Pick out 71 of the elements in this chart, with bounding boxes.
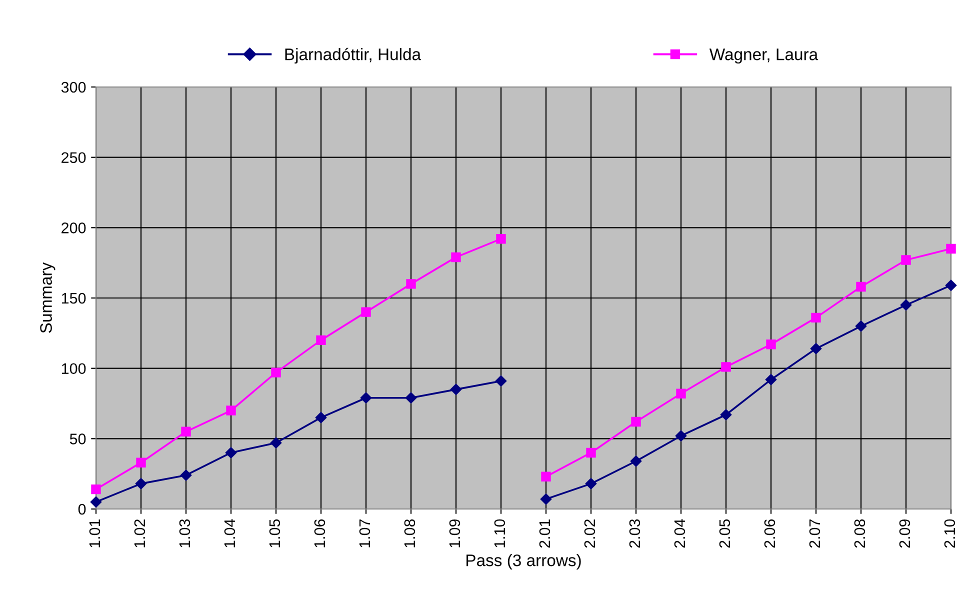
y-tick-label: 50: [70, 434, 86, 444]
x-tick-label: 2.06: [764, 519, 776, 548]
y-tick-label: 0: [78, 504, 86, 515]
point: [946, 244, 956, 254]
x-tick-label: 1.08: [404, 519, 416, 548]
point: [181, 426, 191, 436]
point: [720, 409, 732, 420]
point: [270, 437, 282, 448]
y-tick-label: 300: [61, 82, 86, 93]
x-tick-label: 2.09: [899, 519, 910, 548]
point: [226, 406, 236, 416]
x-tick-label: 2.03: [629, 519, 640, 548]
x-tick-label: 1.05: [269, 519, 280, 548]
x-tick-label: 1.02: [134, 519, 146, 548]
point: [451, 252, 461, 262]
y-tick-label: 150: [62, 292, 86, 304]
y-axis-title: Summary: [40, 262, 56, 333]
legend-label: Bjarnadóttir, Hulda: [285, 48, 422, 64]
legend-label: Wagner, Laura: [709, 48, 818, 64]
point: [810, 343, 822, 354]
point: [271, 368, 281, 378]
point: [90, 496, 102, 508]
point: [631, 416, 641, 427]
x-tick-label: 2.02: [584, 519, 596, 548]
point: [901, 255, 911, 265]
point: [721, 362, 731, 372]
point: [676, 388, 686, 399]
point: [675, 430, 687, 442]
x-tick-label: 1.07: [359, 519, 370, 548]
x-tick-label: 2.04: [674, 519, 686, 548]
x-tick-label: 2.07: [809, 519, 820, 548]
x-tick-label: 2.05: [719, 519, 730, 548]
x-tick-label: 2.08: [854, 519, 866, 548]
point: [136, 458, 146, 468]
x-tick-label: 2.10: [944, 519, 956, 548]
point: [540, 494, 552, 505]
point: [406, 279, 416, 289]
x-tick-label: 2.01: [539, 519, 550, 548]
point: [765, 374, 777, 386]
point: [360, 392, 372, 404]
x-tick-label: 1.10: [494, 519, 506, 548]
point: [630, 456, 642, 467]
point: [900, 299, 912, 311]
point: [585, 478, 597, 490]
point: [225, 447, 237, 458]
point: [405, 392, 417, 404]
point: [315, 412, 327, 424]
x-tick-label: 1.09: [449, 519, 460, 548]
x-tick-label: 1.01: [89, 519, 100, 548]
y-tick-label: 100: [62, 363, 86, 374]
point: [856, 282, 866, 292]
point: [766, 340, 776, 350]
point: [316, 335, 326, 346]
x-tick-label: 1.04: [224, 519, 236, 548]
point: [495, 375, 507, 387]
point: [361, 307, 371, 317]
x-tick-label: 1.06: [314, 519, 326, 548]
point: [91, 484, 101, 494]
point: [541, 472, 551, 482]
point: [811, 312, 821, 323]
point: [180, 470, 192, 481]
point: [586, 448, 596, 458]
y-tick-label: 200: [62, 222, 86, 234]
x-axis-title: Pass (3 arrows): [466, 554, 581, 570]
point: [496, 234, 506, 244]
point: [450, 384, 462, 396]
point: [855, 320, 867, 332]
x-tick-label: 1.03: [179, 519, 190, 548]
point: [135, 478, 147, 490]
point: [945, 280, 957, 291]
y-tick-label: 250: [62, 152, 86, 164]
